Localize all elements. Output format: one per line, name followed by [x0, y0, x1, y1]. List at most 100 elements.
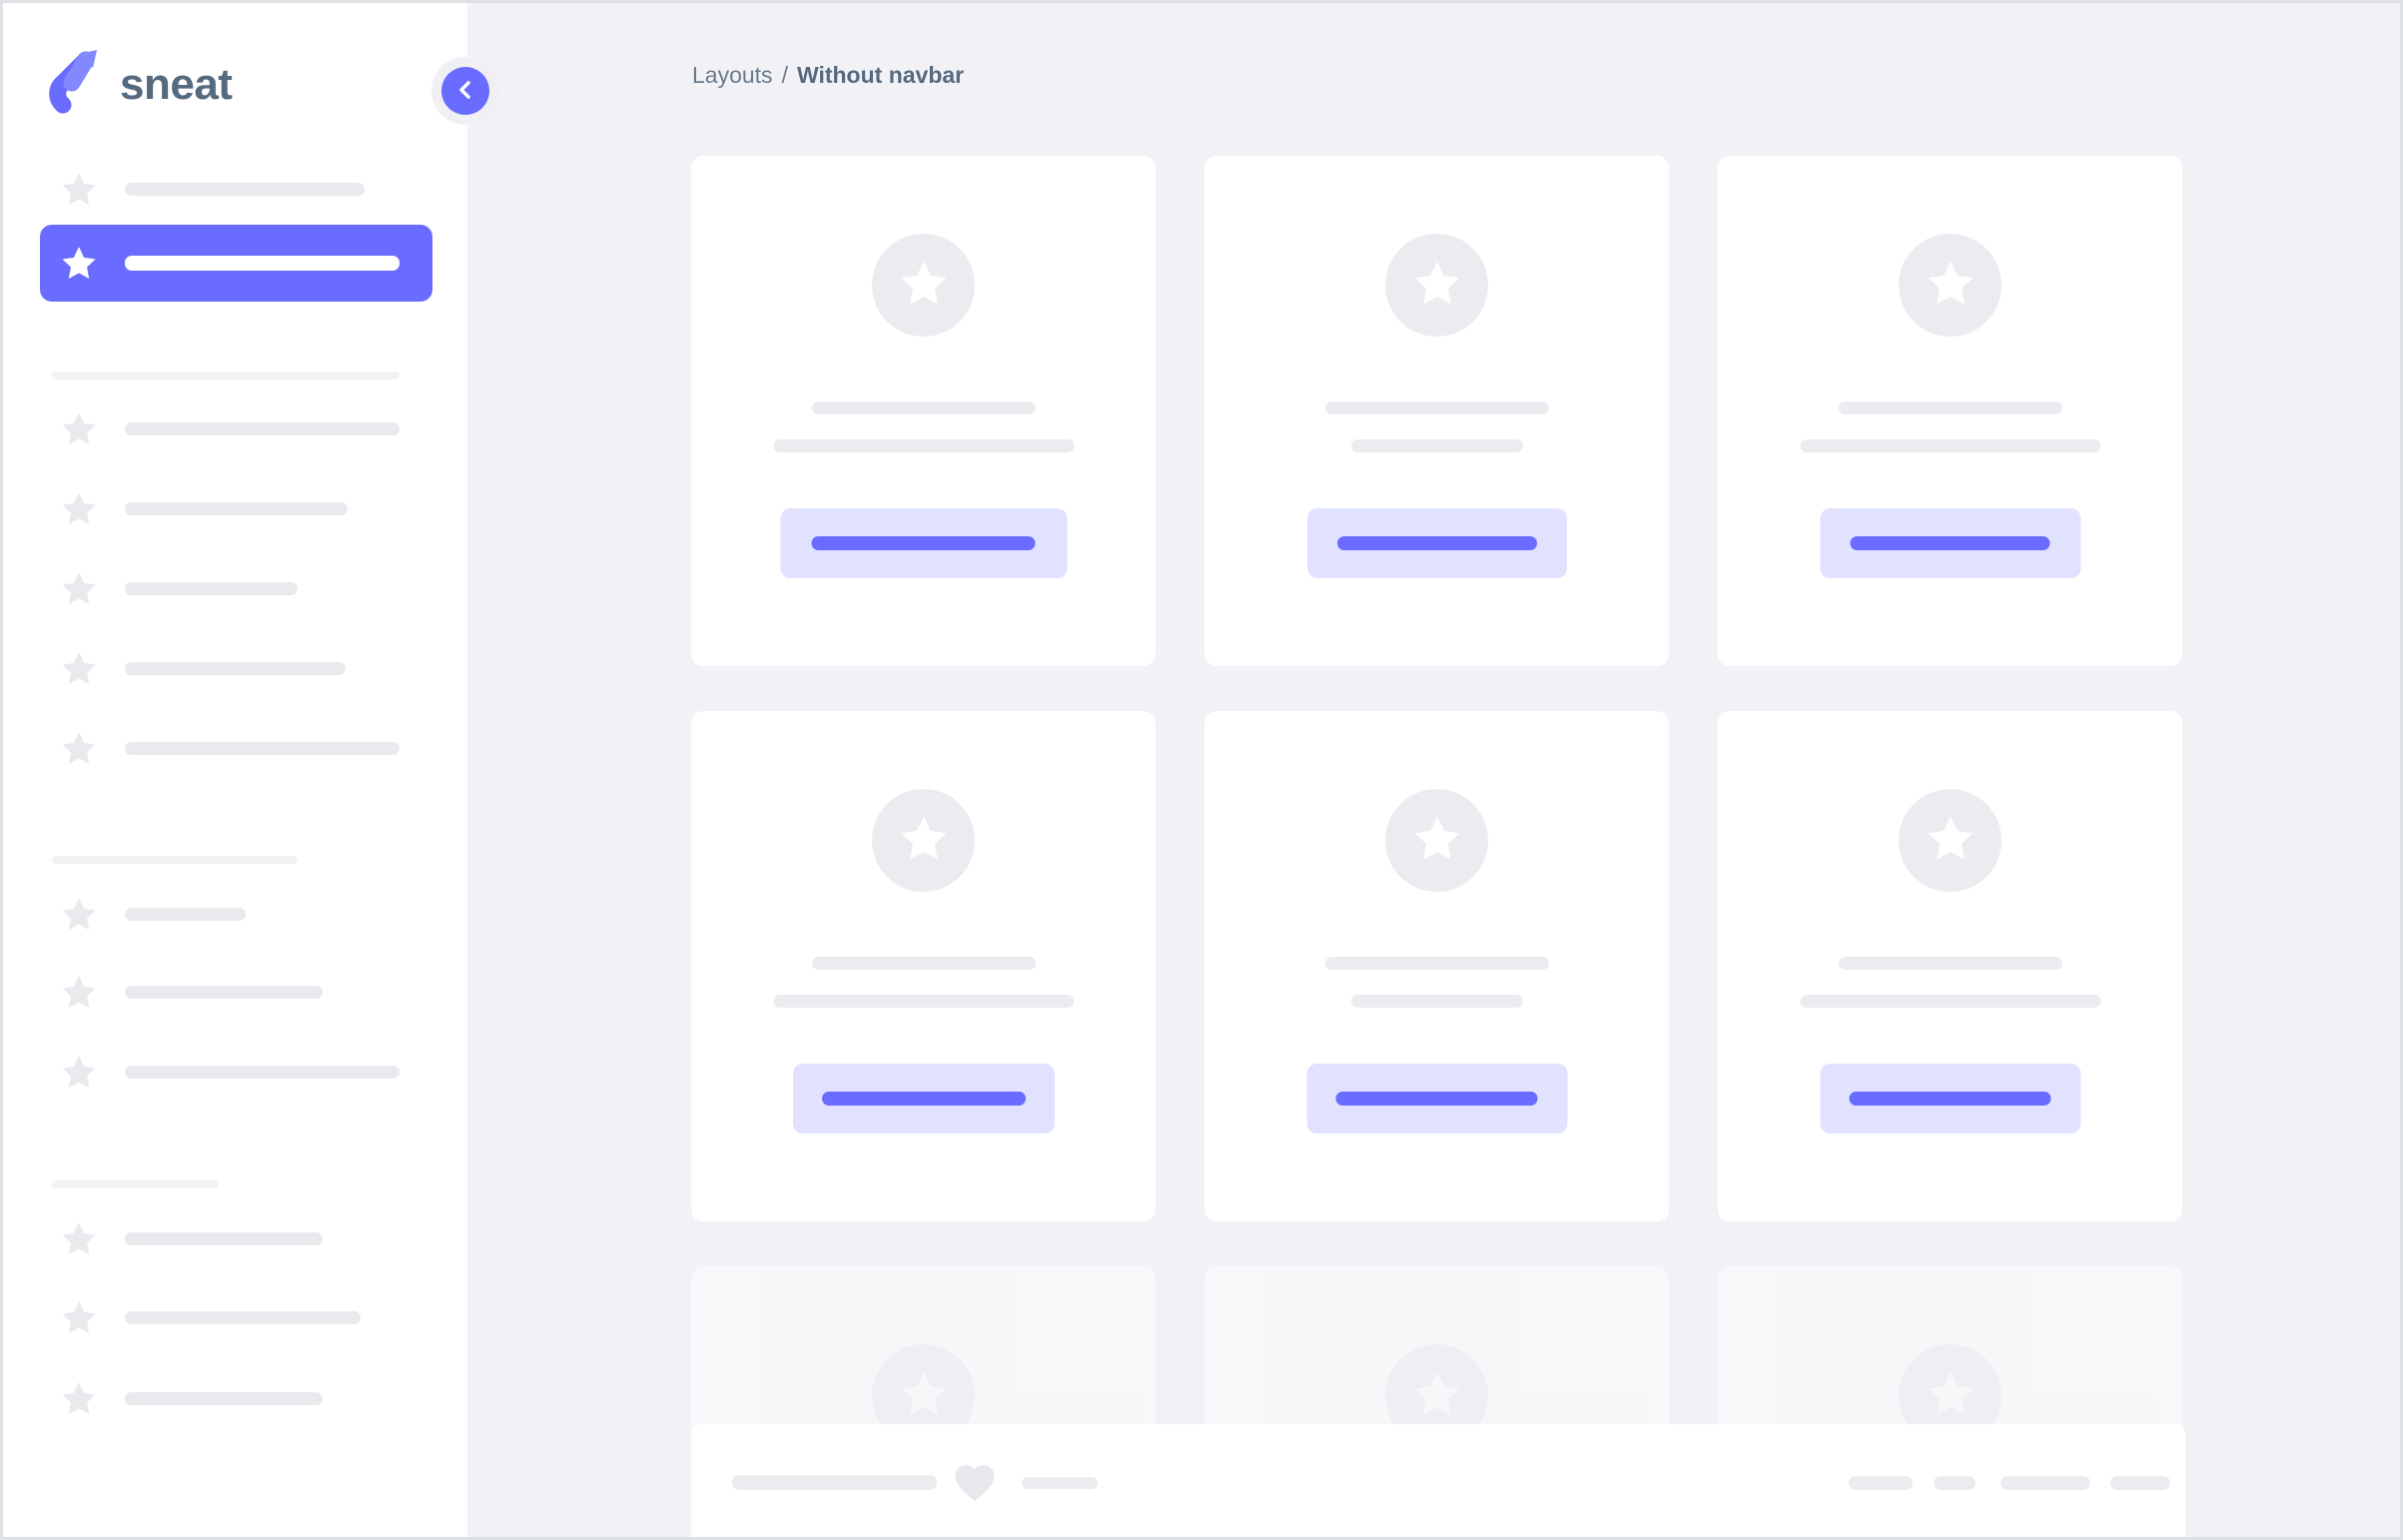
button-label-skeleton [1335, 1092, 1538, 1106]
button-label-skeleton [1336, 536, 1537, 550]
star-icon [61, 731, 97, 765]
sidebar-item[interactable] [40, 550, 432, 627]
button-label-skeleton [821, 1092, 1026, 1106]
sidebar-toggle-halo [431, 57, 499, 125]
menu-label-skeleton [125, 421, 400, 435]
card-avatar [1385, 789, 1488, 892]
menu-label-skeleton [125, 741, 400, 755]
sidebar-item-active[interactable] [40, 224, 432, 302]
sidebar-item[interactable] [40, 876, 432, 953]
menu-label-skeleton [125, 1310, 361, 1324]
star-icon [1927, 815, 1975, 866]
sneat-logo-icon [48, 47, 100, 122]
card-button-skeleton[interactable] [1306, 508, 1567, 578]
footer-text-skeleton [1022, 1477, 1098, 1489]
card-button-skeleton[interactable] [1306, 1064, 1567, 1134]
sidebar-item[interactable] [40, 710, 432, 787]
breadcrumb: Layouts / Without navbar [692, 62, 964, 89]
footer-link-skeleton[interactable] [1849, 1476, 1913, 1490]
star-icon [61, 1381, 97, 1415]
text-line-skeleton [1324, 401, 1549, 414]
brand-name: sneat [120, 59, 233, 109]
sidebar: sneat [3, 3, 467, 1537]
star-icon [61, 1300, 97, 1334]
button-label-skeleton [811, 536, 1036, 550]
text-line-skeleton [773, 439, 1074, 452]
card-avatar [872, 234, 975, 337]
sidebar-collapse-button[interactable] [441, 67, 489, 115]
star-icon [61, 571, 97, 605]
placeholder-card [1718, 156, 2182, 666]
star-icon [61, 246, 97, 280]
menu-label-skeleton [125, 255, 400, 271]
sidebar-item[interactable] [40, 1279, 432, 1356]
card-avatar [1899, 789, 2002, 892]
sidebar-section-divider [52, 856, 298, 864]
placeholder-card [1204, 711, 1669, 1221]
card-avatar [1385, 234, 1488, 337]
sidebar-section-divider [52, 372, 400, 380]
placeholder-card [691, 711, 1156, 1221]
sidebar-item[interactable] [40, 390, 432, 467]
text-line-skeleton [1838, 957, 2062, 970]
menu-label-skeleton [125, 1391, 323, 1405]
star-icon [1413, 1370, 1461, 1421]
heart-icon [954, 1464, 996, 1507]
text-line-skeleton [1324, 957, 1549, 970]
text-line-skeleton [811, 957, 1036, 970]
star-icon [61, 172, 97, 206]
star-icon [900, 815, 948, 866]
card-button-skeleton[interactable] [792, 1064, 1055, 1134]
text-line-skeleton [1800, 439, 2100, 452]
star-icon [1927, 260, 1975, 311]
text-line-skeleton [1800, 995, 2100, 1008]
sidebar-item[interactable] [40, 1034, 432, 1111]
sidebar-item[interactable] [40, 954, 432, 1031]
sidebar-item[interactable] [40, 151, 432, 228]
star-icon [900, 1370, 948, 1421]
breadcrumb-link-layouts[interactable]: Layouts [692, 62, 773, 88]
menu-label-skeleton [125, 985, 323, 999]
sidebar-item[interactable] [40, 1200, 432, 1277]
sidebar-item[interactable] [40, 470, 432, 547]
star-icon [61, 975, 97, 1009]
sidebar-item[interactable] [40, 630, 432, 707]
star-icon [900, 260, 948, 311]
footer-text-skeleton [732, 1475, 937, 1490]
menu-label-skeleton [125, 1065, 400, 1079]
sidebar-section-divider [52, 1180, 219, 1188]
card-button-skeleton[interactable] [1820, 508, 2080, 578]
menu-label-skeleton [125, 182, 365, 196]
placeholder-card [1718, 711, 2182, 1221]
menu-label-skeleton [125, 501, 348, 515]
sidebar-item[interactable] [40, 1360, 432, 1437]
card-avatar [1899, 234, 2002, 337]
breadcrumb-current: Without navbar [796, 62, 965, 88]
footer-link-skeleton[interactable] [2110, 1476, 2170, 1490]
brand[interactable]: sneat [48, 47, 233, 122]
placeholder-card [1204, 156, 1669, 666]
card-button-skeleton[interactable] [1820, 1064, 2080, 1134]
menu-label-skeleton [125, 907, 246, 921]
text-line-skeleton [1350, 439, 1523, 452]
card-button-skeleton[interactable] [780, 508, 1067, 578]
star-icon [1927, 1370, 1975, 1421]
footer-link-skeleton[interactable] [1934, 1476, 1976, 1490]
text-line-skeleton [1350, 995, 1523, 1008]
card-avatar [872, 789, 975, 892]
text-line-skeleton [1838, 401, 2062, 414]
star-icon [1413, 815, 1461, 866]
star-icon [61, 651, 97, 685]
menu-label-skeleton [125, 581, 298, 595]
footer-link-skeleton[interactable] [2001, 1476, 2090, 1490]
star-icon [61, 491, 97, 525]
footer [691, 1424, 2185, 1537]
breadcrumb-separator: / [781, 62, 788, 88]
star-icon [61, 1221, 97, 1255]
star-icon [61, 897, 97, 931]
star-icon [61, 411, 97, 445]
menu-label-skeleton [125, 661, 346, 675]
text-line-skeleton [811, 401, 1036, 414]
star-icon [61, 1055, 97, 1089]
